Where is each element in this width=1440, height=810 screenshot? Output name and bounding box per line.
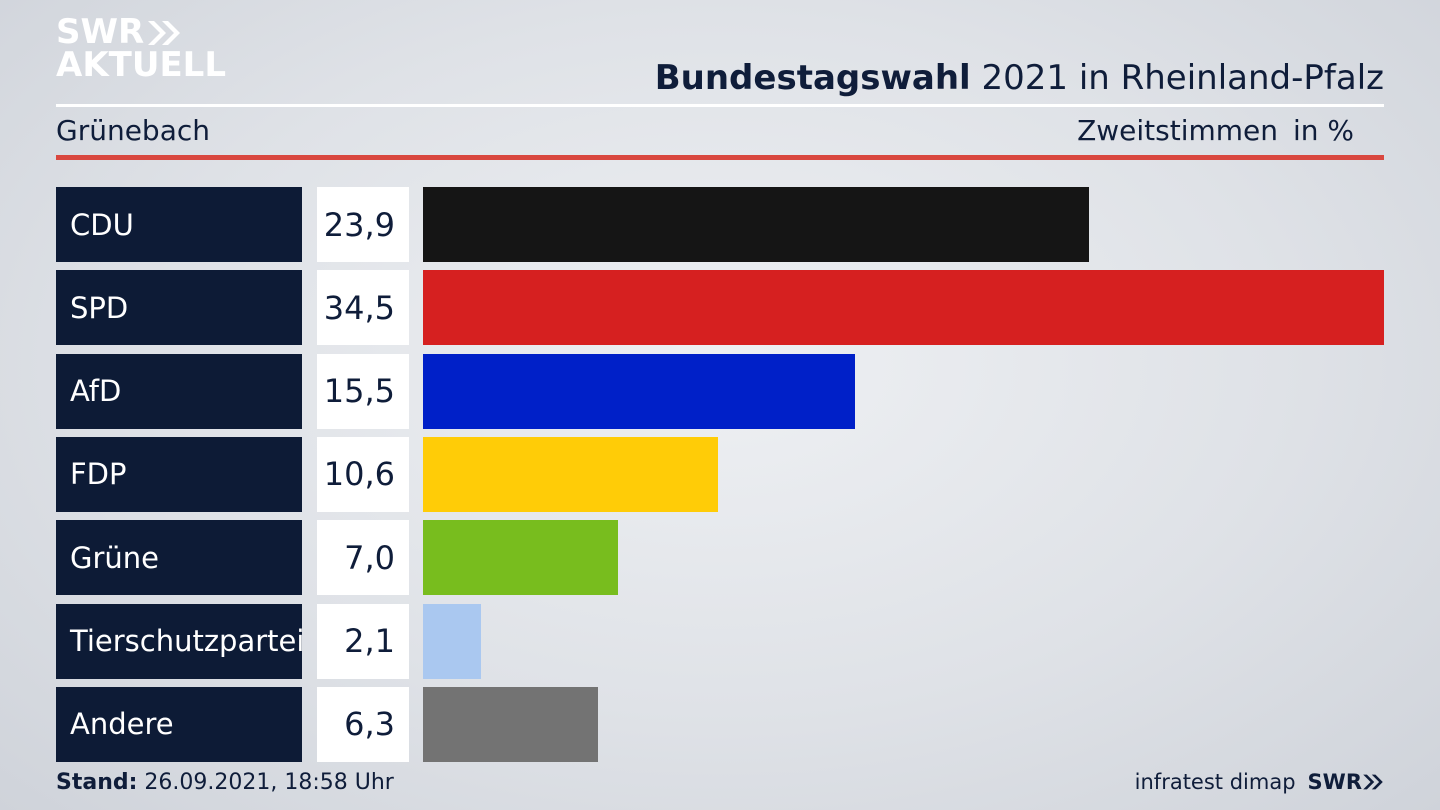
party-label: Grüne bbox=[56, 520, 302, 596]
timestamp: Stand: 26.09.2021, 18:58 Uhr bbox=[56, 770, 394, 795]
bar-row: CDU 23,9 bbox=[56, 187, 1384, 262]
bar bbox=[423, 270, 1384, 346]
bar bbox=[423, 603, 482, 679]
bar bbox=[423, 436, 719, 512]
bar bbox=[423, 187, 1089, 262]
bar-row: AfD 15,5 bbox=[56, 353, 1384, 429]
bar-row: Tierschutzpartei 2,1 bbox=[56, 603, 1384, 679]
accent-divider bbox=[56, 155, 1384, 160]
bar-row: Andere 6,3 bbox=[56, 686, 1384, 762]
bar-row: FDP 10,6 bbox=[56, 436, 1384, 512]
bar-row: Grüne 7,0 bbox=[56, 520, 1384, 596]
party-label: CDU bbox=[56, 187, 302, 262]
party-label: FDP bbox=[56, 436, 302, 512]
footer-brand-text: SWR bbox=[1307, 770, 1362, 794]
logo-line2: AKTUELL bbox=[56, 45, 227, 86]
value-label: 6,3 bbox=[317, 686, 409, 762]
party-label: Tierschutzpartei bbox=[56, 603, 304, 679]
location-label: Grünebach bbox=[56, 114, 210, 147]
title-bold: Bundestagswahl bbox=[654, 58, 971, 98]
bar bbox=[423, 686, 599, 762]
footer-brand: SWR bbox=[1308, 770, 1384, 794]
logo-line1: SWR bbox=[56, 12, 145, 52]
subheader: Grünebach Zweitstimmen in % bbox=[56, 114, 1384, 150]
footer-credits: infratest dimap SWR bbox=[1135, 770, 1384, 794]
value-label: 10,6 bbox=[317, 436, 409, 512]
bar bbox=[423, 520, 618, 596]
bar bbox=[423, 353, 855, 429]
value-label: 34,5 bbox=[317, 270, 409, 346]
stand-label: Stand: bbox=[56, 770, 138, 795]
page-title: Bundestagswahl 2021 in Rheinland-Pfalz bbox=[655, 58, 1384, 98]
party-label: Andere bbox=[56, 686, 302, 762]
footer-chevron-icon bbox=[1363, 774, 1383, 790]
party-label: AfD bbox=[56, 353, 302, 429]
value-label: 23,9 bbox=[317, 187, 409, 262]
double-chevron-icon bbox=[148, 20, 181, 45]
value-label: 7,0 bbox=[317, 520, 409, 596]
value-label: 2,1 bbox=[317, 603, 409, 679]
unit-label: in % bbox=[1292, 114, 1354, 147]
title-rest: 2021 in Rheinland-Pfalz bbox=[970, 58, 1384, 98]
value-label: 15,5 bbox=[317, 353, 409, 429]
source-label: infratest dimap bbox=[1134, 770, 1296, 794]
measure-label: Zweitstimmen bbox=[1077, 114, 1278, 147]
header-divider bbox=[56, 104, 1384, 107]
bar-row: SPD 34,5 bbox=[56, 270, 1384, 346]
swr-aktuell-logo: SWR AKTUELL bbox=[56, 12, 227, 86]
stand-value: 26.09.2021, 18:58 Uhr bbox=[137, 770, 394, 795]
party-label: SPD bbox=[56, 270, 302, 346]
